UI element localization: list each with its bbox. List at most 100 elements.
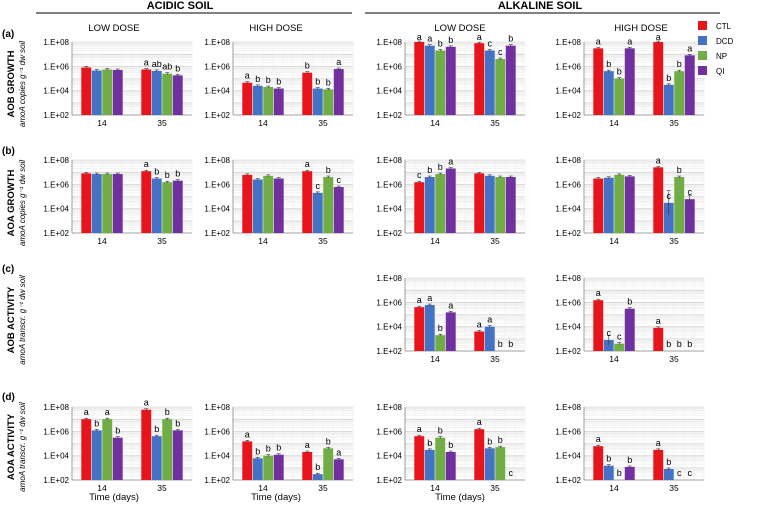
bar-np — [435, 335, 446, 351]
bar-ctl — [141, 69, 152, 115]
y-tick-label: 1.E+06 — [376, 427, 402, 436]
x-tick-label: 35 — [157, 483, 167, 493]
bar-dcd — [663, 469, 674, 480]
x-tick-label: 35 — [669, 354, 679, 364]
significance-letter: b — [438, 162, 443, 172]
significance-letter: a — [245, 429, 250, 439]
bar-qi — [112, 69, 123, 115]
significance-letter: b — [165, 170, 170, 180]
legend-swatch-qi — [698, 66, 707, 75]
significance-letter: b — [326, 77, 331, 87]
significance-letter: b — [508, 339, 513, 349]
bar-ctl — [474, 429, 485, 480]
significance-letter: b — [606, 59, 611, 69]
bar-ctl — [302, 452, 313, 480]
x-tick-label: 14 — [258, 118, 268, 128]
x-tick-label: 14 — [258, 236, 268, 246]
significance-letter: a — [656, 316, 661, 326]
bar-ctl — [414, 42, 425, 115]
bar-dcd — [484, 175, 495, 233]
bar-np — [102, 69, 113, 115]
bar-np — [674, 177, 685, 233]
significance-letter: c — [417, 170, 422, 180]
significance-letter: b — [448, 440, 453, 450]
significance-letter: a — [336, 447, 341, 457]
significance-letter: b — [677, 165, 682, 175]
row-tag-d: (d) — [2, 392, 15, 403]
x-tick-label: 14 — [430, 483, 440, 493]
legend-label-qi: QI — [716, 67, 724, 76]
bar-qi — [624, 176, 635, 233]
significance-letter: b — [677, 59, 682, 69]
significance-letter: a — [448, 300, 453, 310]
x-tick-label: 14 — [609, 354, 619, 364]
y-tick-label: 1.E+08 — [555, 403, 581, 412]
bar-ctl — [593, 48, 604, 115]
row-unit-c: amoA transcr. g⁻¹ dw soil — [18, 275, 27, 365]
y-tick-label: 1.E+02 — [555, 111, 581, 120]
bar-ctl — [653, 167, 664, 233]
significance-letter: b — [666, 457, 671, 467]
significance-letter: b — [165, 407, 170, 417]
row-title-d: AOA ACTIVITY — [6, 413, 17, 480]
y-tick-label: 1.E+02 — [376, 347, 402, 356]
y-tick-label: 1.E+02 — [204, 476, 230, 485]
significance-letter: b — [427, 438, 432, 448]
bar-ctl — [242, 82, 253, 115]
bar-dcd — [151, 70, 162, 115]
bar-dcd — [484, 50, 495, 115]
bar-qi — [445, 46, 456, 116]
significance-letter: b — [498, 339, 503, 349]
bar-qi — [684, 55, 695, 115]
row-unit-a: amoA copies g⁻¹ dw soil — [18, 41, 27, 127]
y-tick-label: 1.E+06 — [43, 180, 69, 189]
row-title-c: AOB ACTIVITY — [6, 286, 17, 353]
y-tick-label: 1.E+04 — [204, 205, 230, 214]
bar-np — [162, 73, 173, 115]
bar-dcd — [252, 85, 263, 115]
dose-label-alk-low: LOW DOSE — [434, 23, 485, 34]
y-tick-label: 1.E+08 — [43, 38, 69, 47]
bar-np — [323, 448, 334, 480]
significance-letter: b — [687, 339, 692, 349]
bar-ctl — [593, 178, 604, 233]
bar-qi — [684, 199, 695, 233]
bar-np — [435, 174, 446, 233]
significance-letter: b — [448, 35, 453, 45]
significance-letter: b — [305, 61, 310, 71]
significance-letter: c — [617, 332, 622, 342]
significance-letter: c — [667, 191, 672, 201]
bar-qi — [333, 187, 344, 233]
row-tag-c: (c) — [2, 264, 14, 275]
bar-ctl — [474, 43, 485, 115]
y-tick-label: 1.E+02 — [376, 111, 402, 120]
significance-letter: b — [175, 63, 180, 73]
y-tick-label: 1.E+08 — [204, 156, 230, 165]
x-tick-label: 14 — [609, 236, 619, 246]
x-tick-label: 35 — [490, 354, 500, 364]
y-tick-label: 1.E+02 — [555, 476, 581, 485]
y-tick-label: 1.E+08 — [376, 403, 402, 412]
significance-letter: b — [266, 75, 271, 85]
significance-letter: c — [509, 468, 514, 478]
significance-letter: a — [417, 295, 422, 305]
x-tick-label: 35 — [157, 118, 167, 128]
x-title-alk-low: Time (days) — [435, 492, 485, 503]
x-tick-label: 35 — [490, 118, 500, 128]
bar-dcd — [663, 84, 674, 115]
bar-qi — [112, 174, 123, 233]
bar-qi — [273, 454, 284, 480]
y-tick-label: 1.E+04 — [204, 452, 230, 461]
bar-qi — [505, 177, 516, 233]
significance-letter: b — [508, 34, 513, 44]
bar-np — [263, 87, 274, 115]
legend-label-np: NP — [716, 52, 727, 61]
x-tick-label: 35 — [669, 118, 679, 128]
x-tick-label: 35 — [157, 236, 167, 246]
bar-dcd — [603, 340, 614, 351]
y-tick-label: 1.E+04 — [555, 205, 581, 214]
